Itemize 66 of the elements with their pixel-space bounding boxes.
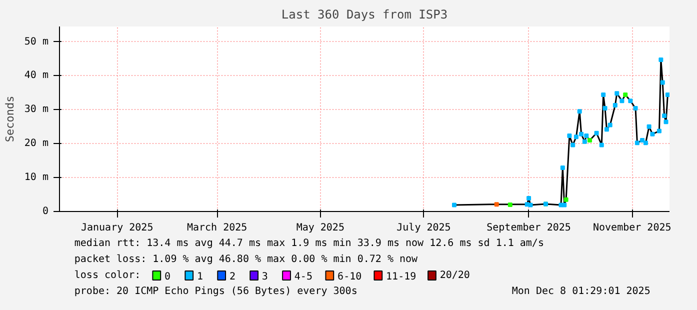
point	[628, 98, 633, 104]
point	[582, 139, 587, 144]
y-axis-title: Seconds	[3, 96, 16, 142]
point	[601, 92, 606, 97]
point	[664, 120, 668, 124]
point	[528, 202, 533, 208]
point	[560, 165, 565, 170]
y-tick-label: 40 m	[24, 70, 49, 82]
legend-title: loss color:	[74, 270, 141, 281]
point	[608, 122, 612, 128]
legend-label: 11-19	[386, 272, 416, 282]
chart-title: Last 360 Days from ISP3	[281, 8, 448, 22]
point	[643, 140, 648, 146]
point	[508, 202, 512, 207]
point	[658, 58, 664, 62]
y-tick-label: 30 m	[24, 104, 49, 116]
text: Mon Dec 8 01:29:01 2025	[512, 286, 650, 297]
point	[602, 106, 608, 111]
point	[656, 128, 662, 134]
point	[588, 138, 592, 142]
point	[567, 134, 572, 138]
y-tick-label: 10 m	[24, 172, 49, 184]
point	[623, 92, 628, 97]
y-tick-label: 50 m	[24, 36, 49, 48]
x-tick-label: September 2025	[486, 222, 571, 234]
point	[646, 124, 652, 129]
point	[564, 197, 568, 202]
point	[620, 98, 624, 104]
point	[494, 202, 499, 207]
text: median rtt: 13.4 ms avg 44.7 ms max 1.9 ms min 33.9 ms now 12.6 ms sd 1.1 am/s	[74, 238, 544, 249]
point	[584, 134, 589, 138]
point	[633, 106, 638, 111]
legend-label: 3	[262, 272, 268, 282]
legend-label: 4-5	[294, 272, 312, 282]
text: packet loss: 1.09 % avg 46.80 % max 0.00 % min 0.72 % now	[74, 254, 419, 265]
point	[650, 132, 655, 136]
point	[634, 140, 640, 146]
point	[662, 114, 667, 118]
point	[665, 92, 670, 97]
point	[452, 202, 456, 208]
point	[579, 132, 584, 136]
point	[599, 142, 604, 148]
y-tick-label: 0	[42, 206, 49, 217]
x-tick-label: March 2025	[186, 222, 248, 234]
legend-label: 0	[164, 272, 171, 282]
legend-label: 20/20	[440, 270, 470, 281]
point	[604, 127, 609, 132]
x-tick-label: July 2025	[396, 222, 451, 234]
y-tick-label: 20 m	[24, 138, 49, 150]
point	[570, 142, 576, 148]
point	[562, 202, 567, 208]
point	[640, 138, 645, 142]
x-tick-label: January 2025	[80, 222, 154, 234]
point	[660, 80, 665, 85]
point	[612, 103, 618, 108]
legend-label: 1	[196, 272, 204, 282]
x-tick-label: November 2025	[592, 222, 672, 234]
point	[574, 134, 578, 140]
legend-label: 6-10	[338, 272, 362, 282]
legend-label: 2	[229, 272, 236, 282]
text: probe: 20 ICMP Echo Pings (56 Bytes) every 300s	[74, 286, 358, 297]
point	[594, 130, 599, 136]
x-tick-label: May 2025	[296, 222, 344, 234]
point	[577, 109, 582, 114]
point	[614, 91, 620, 96]
point	[526, 196, 532, 201]
